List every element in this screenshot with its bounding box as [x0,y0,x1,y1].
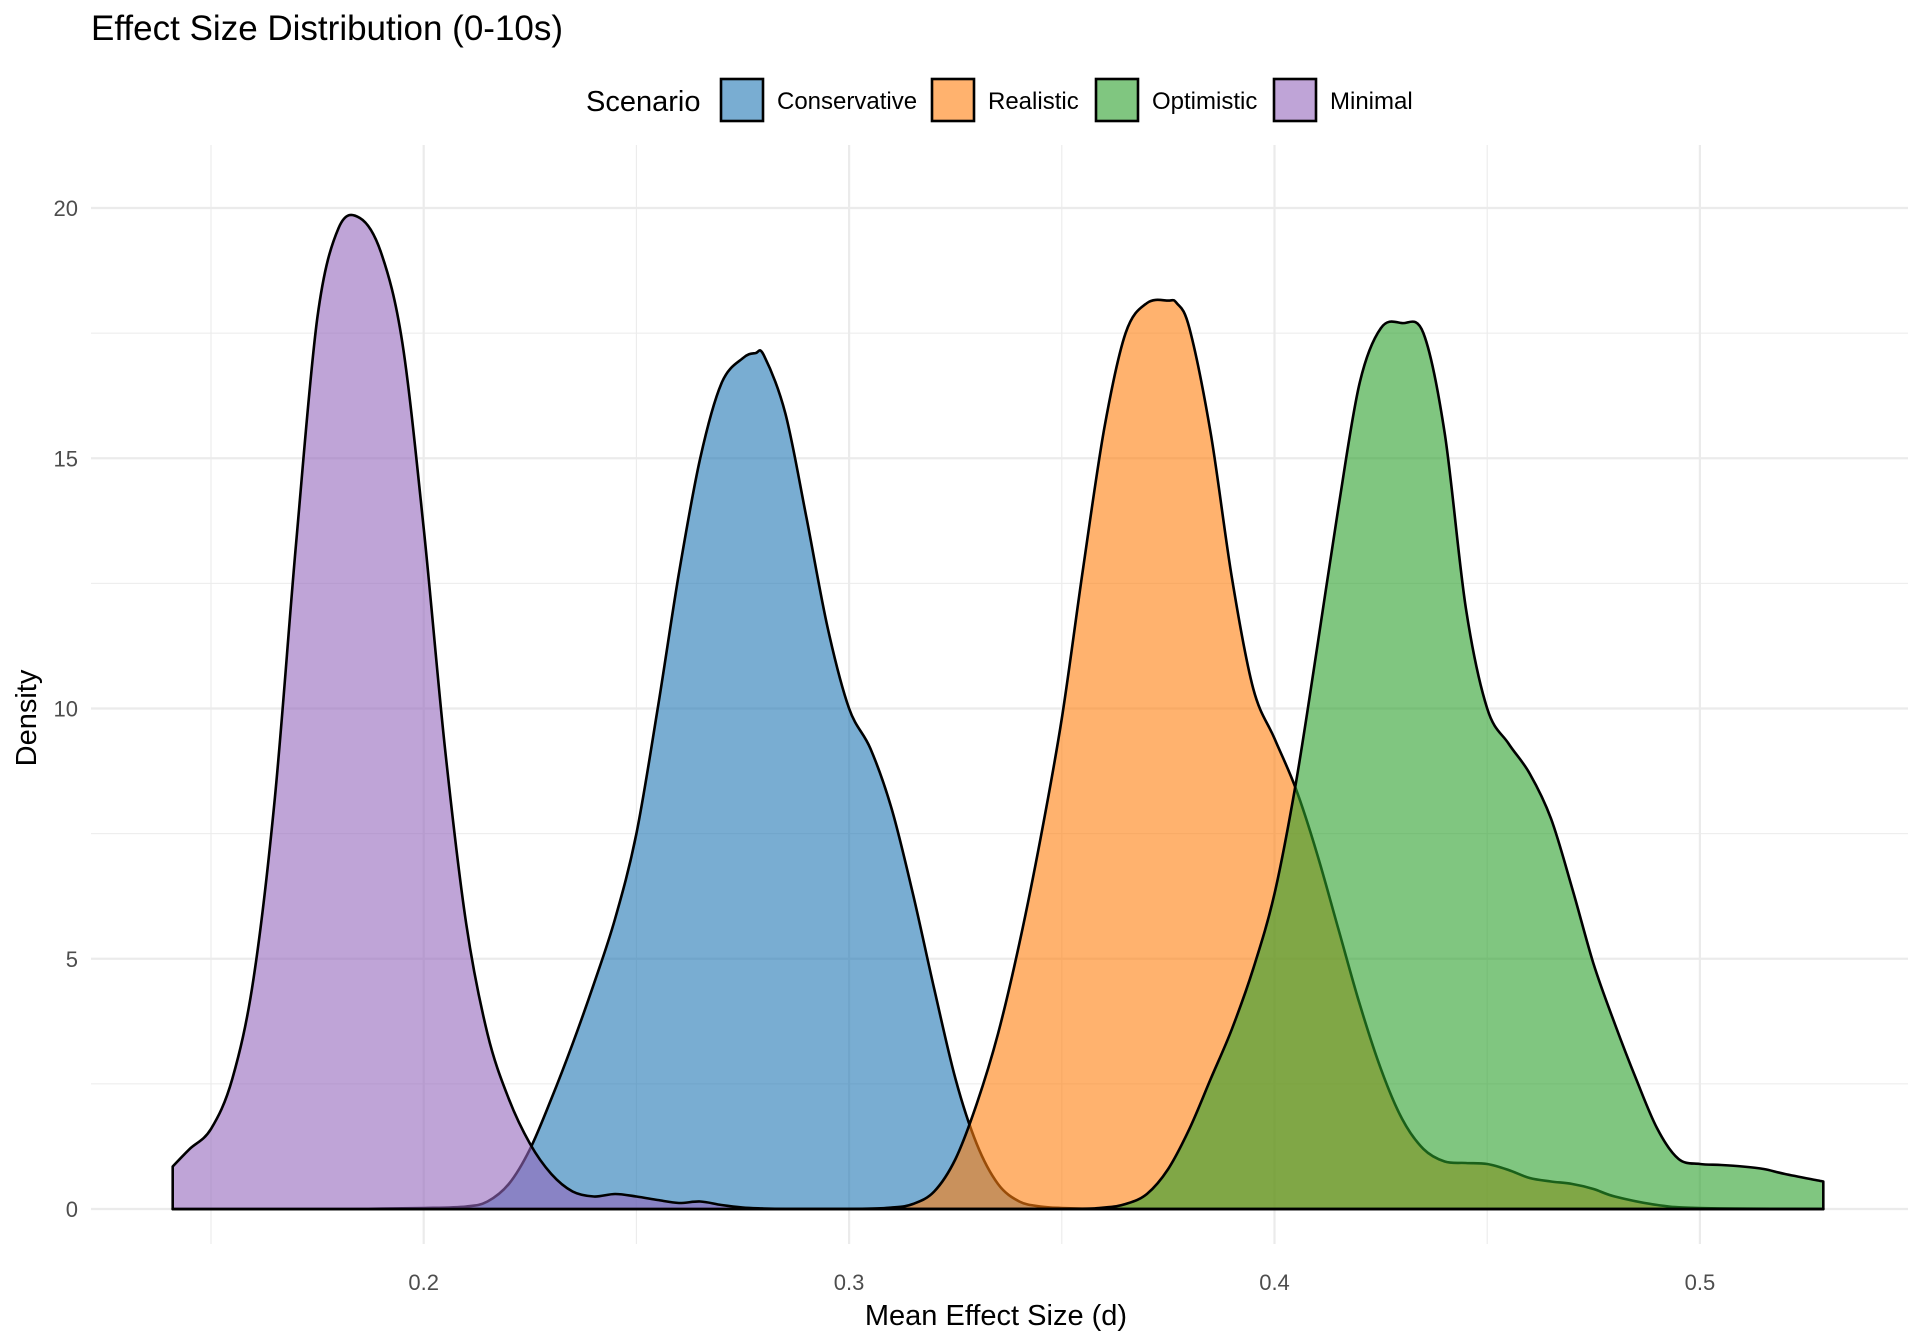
legend-label-minimal: Minimal [1330,88,1413,115]
y-tick-label: 0 [66,1197,78,1222]
density-area-optimistic [171,320,1825,1211]
x-tick-label: 0.2 [408,1270,439,1295]
legend-key-realistic [930,77,976,123]
legend: Scenario Conservative Realistic Optimistic… [586,77,1413,123]
density-area-minimal [171,213,1825,1211]
x-tick-label: 0.4 [1259,1270,1290,1295]
y-tick-label: 15 [54,446,78,471]
legend-title: Scenario [586,86,700,118]
y-axis-title: Density [11,669,43,766]
legend-label-conservative: Conservative [777,88,917,115]
x-tick-label: 0.3 [834,1270,865,1295]
y-tick-label: 10 [54,697,78,722]
x-tick-label: 0.5 [1685,1270,1716,1295]
legend-key-minimal [1272,77,1318,123]
y-tick-label: 20 [54,196,78,221]
axes: 0 5 10 15 20 0.2 0.3 0.4 0.5 [54,196,1716,1295]
chart-title: Effect Size Distribution (0-10s) [91,9,563,48]
x-axis-title: Mean Effect Size (d) [865,1300,1127,1332]
legend-key-optimistic [1094,77,1140,123]
legend-label-optimistic: Optimistic [1152,88,1257,115]
legend-key-conservative [719,77,765,123]
series-layer [171,213,1825,1211]
legend-label-realistic: Realistic [988,88,1079,115]
y-tick-label: 5 [66,947,78,972]
